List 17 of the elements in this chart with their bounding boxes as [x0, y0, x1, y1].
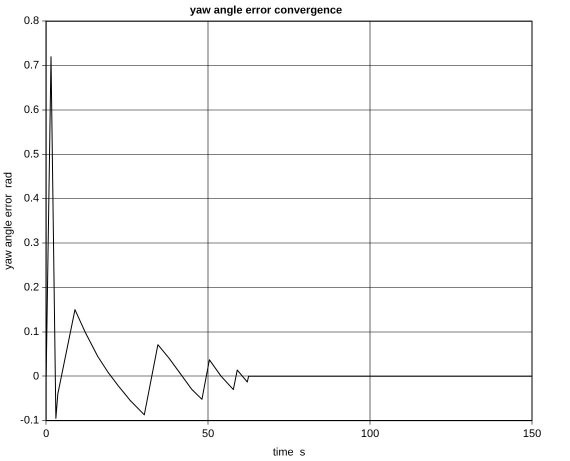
y-tick-label: 0.3: [24, 237, 40, 250]
y-tick-label: 0.7: [24, 60, 40, 72]
y-tick-label: 0.1: [24, 326, 40, 338]
y-tick-label: 0: [33, 370, 40, 382]
x-tick-label: 0: [43, 428, 50, 440]
chart-title: yaw angle error convergence: [190, 4, 342, 17]
x-tick-label: 100: [360, 428, 380, 440]
y-tick-label: 0.2: [24, 282, 40, 294]
y-tick-label: 0.5: [24, 148, 40, 160]
x-axis-title: time s: [272, 446, 306, 458]
x-tick-label: 150: [522, 428, 542, 440]
y-tick-label: -0.1: [20, 414, 40, 427]
y-tick-label: 0.4: [24, 192, 40, 205]
y-tick-label: 0.8: [24, 15, 40, 28]
y-tick-label: 0.6: [24, 104, 40, 116]
y-axis-title: yaw angle error rad: [2, 172, 15, 270]
x-tick-label: 50: [202, 428, 214, 440]
